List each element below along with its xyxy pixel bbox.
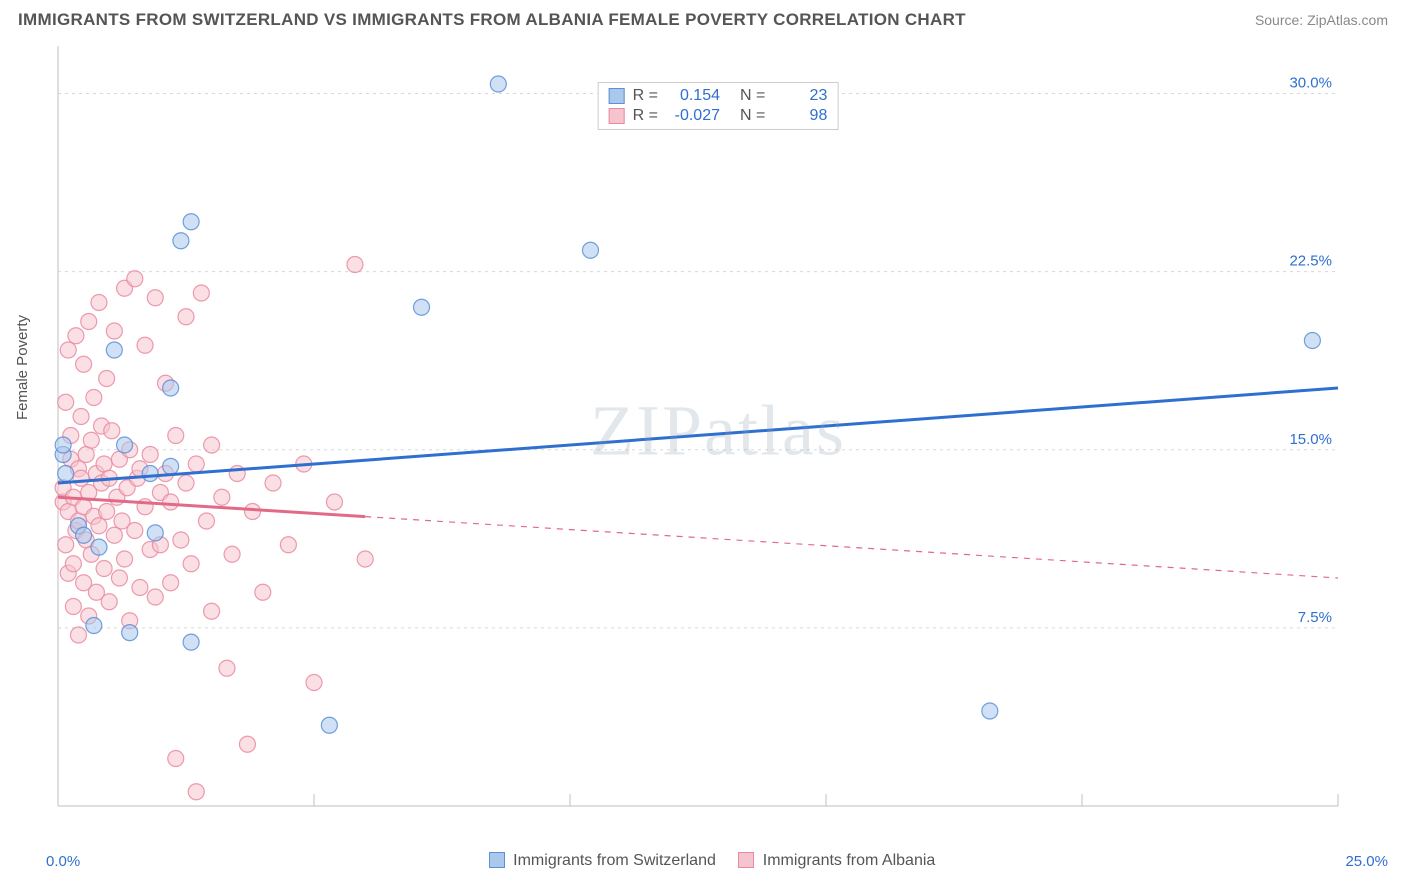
y-axis-label: Female Poverty xyxy=(14,315,31,420)
svg-text:15.0%: 15.0% xyxy=(1289,431,1332,448)
series2-n-value: 98 xyxy=(773,107,827,125)
svg-text:22.5%: 22.5% xyxy=(1289,253,1332,270)
source-attribution: Source: ZipAtlas.com xyxy=(1255,12,1388,28)
correlation-scatter-chart: 7.5% 15.0% 22.5% 30.0% xyxy=(48,36,1388,826)
correlation-stats-box: R = 0.154 N = 23 R = -0.027 N = 98 xyxy=(598,82,839,130)
chart-title: IMMIGRANTS FROM SWITZERLAND VS IMMIGRANT… xyxy=(18,10,966,30)
series2-legend-label: Immigrants from Albania xyxy=(763,852,936,869)
r-label: R = xyxy=(633,107,658,125)
series2-r-value: -0.027 xyxy=(666,107,720,125)
stats-row-series2: R = -0.027 N = 98 xyxy=(609,106,828,126)
series1-legend-label: Immigrants from Switzerland xyxy=(513,852,716,869)
n-label: N = xyxy=(740,107,765,125)
series1-r-value: 0.154 xyxy=(666,87,720,105)
n-label: N = xyxy=(740,87,765,105)
series2-legend-swatch-icon xyxy=(738,852,754,868)
svg-text:7.5%: 7.5% xyxy=(1298,609,1332,626)
series1-legend-swatch-icon xyxy=(489,852,505,868)
series2-swatch-icon xyxy=(609,108,625,124)
series1-n-value: 23 xyxy=(773,87,827,105)
series1-swatch-icon xyxy=(609,88,625,104)
stats-row-series1: R = 0.154 N = 23 xyxy=(609,86,828,106)
svg-text:30.0%: 30.0% xyxy=(1289,75,1332,92)
legend: Immigrants from Switzerland Immigrants f… xyxy=(0,852,1406,870)
r-label: R = xyxy=(633,87,658,105)
